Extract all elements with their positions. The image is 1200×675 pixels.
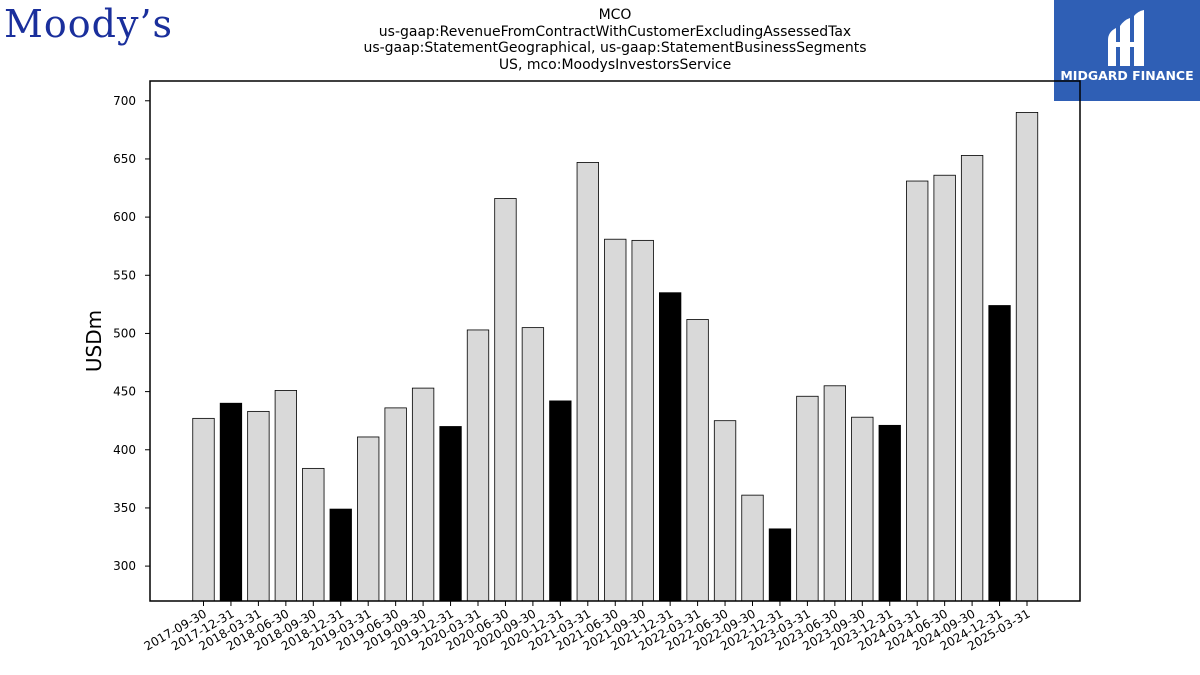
bar-2023-06-30 (823, 385, 846, 602)
moodys-logo: Moody’s (4, 2, 174, 46)
bar-2017-12-31 (219, 402, 243, 602)
chart-title: MCO us-gaap:RevenueFromContractWithCusto… (300, 7, 930, 73)
x-axis: 2017-09-302017-12-312018-03-312018-06-30… (142, 601, 1033, 653)
bar-2021-12-31 (659, 292, 682, 602)
y-tick-label: 300 (113, 559, 136, 573)
bar-2025-03-31 (1015, 112, 1039, 602)
bar-2019-09-30 (411, 387, 435, 602)
y-tick-label: 450 (113, 385, 136, 399)
y-tick-label: 600 (113, 210, 136, 224)
bar-2020-12-31 (549, 400, 572, 602)
y-axis: 300 350 400 450 500 550 600 650 700 (113, 94, 150, 573)
chart-title-line-2: us-gaap:RevenueFromContractWithCustomerE… (378, 23, 852, 40)
chart-title-line-3: us-gaap:StatementGeographical, us-gaap:S… (363, 40, 867, 56)
bar-2020-06-30 (494, 198, 517, 602)
midgard-brand-text: MIDGARD FINANCE (1060, 68, 1194, 83)
midgard-logo-icon (1108, 10, 1144, 66)
bar-2019-06-30 (384, 407, 407, 602)
bar-2022-03-31 (686, 319, 709, 602)
midgard-finance-logo: MIDGARD FINANCE (1054, 0, 1200, 101)
y-tick-label: 350 (113, 501, 136, 515)
bar-2022-12-31 (768, 528, 792, 602)
bar-2021-09-30 (631, 239, 654, 602)
y-tick-label: 650 (113, 152, 136, 166)
y-tick-label: 400 (113, 443, 136, 457)
bar-2019-03-31 (357, 436, 380, 602)
bar-2024-06-30 (933, 174, 956, 602)
bar-2018-06-30 (274, 390, 298, 602)
y-axis-label: USDm (82, 310, 106, 372)
bar-2023-03-31 (796, 395, 819, 602)
bar-2024-09-30 (960, 155, 984, 602)
bar-2022-09-30 (741, 494, 764, 602)
bar-2022-06-30 (713, 420, 737, 602)
y-tick-label: 500 (113, 326, 136, 340)
bar-2020-03-31 (466, 329, 490, 602)
bar-2020-09-30 (521, 327, 545, 602)
bar-2018-09-30 (302, 467, 325, 602)
bar-2023-09-30 (851, 416, 874, 602)
bars-group (192, 112, 1039, 602)
bar-2021-03-31 (576, 162, 599, 602)
bar-2021-06-30 (604, 238, 627, 602)
bar-2023-12-31 (878, 424, 901, 602)
bar-2024-03-31 (906, 180, 929, 602)
bar-2019-12-31 (439, 426, 462, 602)
bar-2024-12-31 (988, 305, 1011, 602)
y-tick-label: 700 (113, 94, 136, 108)
bar-2017-09-30 (192, 417, 215, 602)
chart-title-line-4: US, mco:MoodysInvestorsService (498, 56, 732, 73)
bar-2018-03-31 (247, 410, 270, 602)
bar-2018-12-31 (329, 508, 352, 602)
y-tick-label: 550 (113, 268, 136, 282)
chart-title-line-1: MCO (598, 7, 632, 23)
